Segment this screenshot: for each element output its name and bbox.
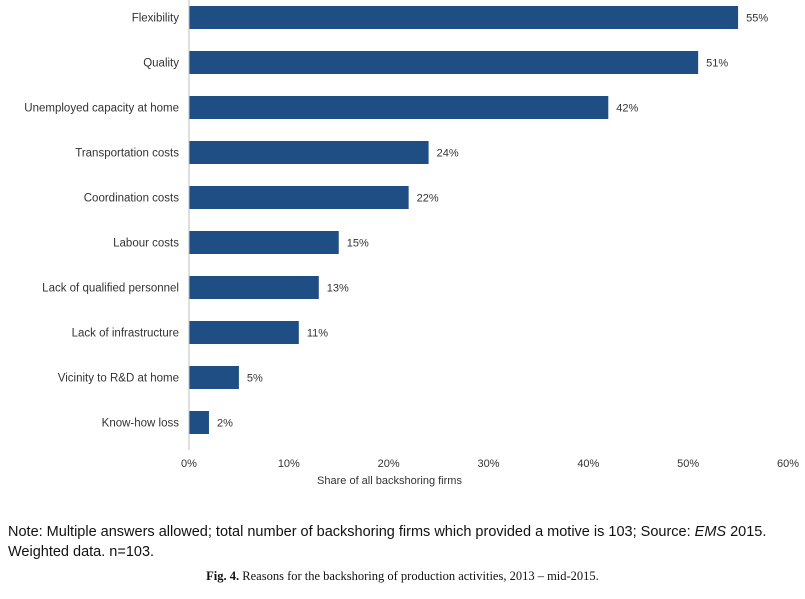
category-label-unemployed-capacity-at-home: Unemployed capacity at home bbox=[24, 103, 179, 115]
value-label-vicinity-to-r-d-at-home: 5% bbox=[247, 373, 263, 385]
bar-unemployed-capacity-at-home bbox=[189, 96, 609, 119]
x-tick-label: 10% bbox=[278, 458, 300, 470]
bar-chart: Flexibility Quality Unemployed capacity at… bbox=[24, 0, 799, 487]
category-label-transportation-costs: Transportation costs bbox=[75, 148, 179, 160]
category-label-labour-costs: Labour costs bbox=[113, 238, 179, 250]
value-label-unemployed-capacity-at-home: 42% bbox=[616, 103, 638, 115]
category-label-vicinity-to-r-d-at-home: Vicinity to R&D at home bbox=[58, 373, 179, 385]
bar-coordination-costs bbox=[189, 186, 409, 209]
category-label-know-how-loss: Know-how loss bbox=[102, 418, 180, 430]
value-label-lack-of-qualified-personnel: 13% bbox=[327, 283, 349, 295]
x-tick-label: 0% bbox=[181, 458, 197, 470]
bars-layer bbox=[189, 6, 739, 434]
category-label-quality: Quality bbox=[143, 58, 179, 70]
caption-label: Fig. 4. bbox=[206, 569, 240, 583]
category-label-lack-of-infrastructure: Lack of infrastructure bbox=[72, 328, 179, 340]
note-year: 2015. bbox=[726, 524, 767, 540]
value-label-coordination-costs: 22% bbox=[417, 193, 439, 205]
figure-note: Note: Multiple answers allowed; total nu… bbox=[8, 522, 798, 562]
x-tick-label: 30% bbox=[477, 458, 499, 470]
figure-caption: Fig. 4. Reasons for the backshoring of p… bbox=[0, 569, 805, 584]
bar-flexibility bbox=[189, 6, 739, 29]
category-label-coordination-costs: Coordination costs bbox=[84, 193, 179, 205]
value-label-labour-costs: 15% bbox=[347, 238, 369, 250]
value-label-know-how-loss: 2% bbox=[217, 418, 233, 430]
x-tick-label: 60% bbox=[777, 458, 799, 470]
note-source-name: EMS bbox=[694, 524, 727, 540]
x-tick-label: 50% bbox=[677, 458, 699, 470]
bar-lack-of-infrastructure bbox=[189, 321, 299, 344]
bar-quality bbox=[189, 51, 699, 74]
x-tick-label: 40% bbox=[577, 458, 599, 470]
value-label-transportation-costs: 24% bbox=[437, 148, 459, 160]
value-label-lack-of-infrastructure: 11% bbox=[307, 328, 328, 340]
value-label-flexibility: 55% bbox=[746, 13, 768, 25]
bar-labour-costs bbox=[189, 231, 339, 254]
bar-vicinity-to-r-d-at-home bbox=[189, 366, 239, 389]
value-labels: 55% 51% 42% 24% 22% 15% 13% 11% 5% 2% bbox=[217, 13, 768, 430]
x-tick-labels: 0% 10% 20% 30% 40% 50% 60% bbox=[181, 458, 799, 470]
category-labels: Flexibility Quality Unemployed capacity at… bbox=[24, 13, 179, 430]
bar-lack-of-qualified-personnel bbox=[189, 276, 319, 299]
note-text: Note: Multiple answers allowed; total nu… bbox=[8, 524, 695, 540]
bar-transportation-costs bbox=[189, 141, 429, 164]
bar-know-how-loss bbox=[189, 411, 209, 434]
caption-text: Reasons for the backshoring of productio… bbox=[239, 569, 599, 583]
category-label-lack-of-qualified-personnel: Lack of qualified personnel bbox=[42, 283, 179, 295]
note-line-2: Weighted data. n=103. bbox=[8, 544, 155, 560]
category-label-flexibility: Flexibility bbox=[132, 13, 180, 25]
x-tick-label: 20% bbox=[378, 458, 400, 470]
value-label-quality: 51% bbox=[706, 58, 728, 70]
x-axis-title: Share of all backshoring firms bbox=[317, 475, 462, 487]
